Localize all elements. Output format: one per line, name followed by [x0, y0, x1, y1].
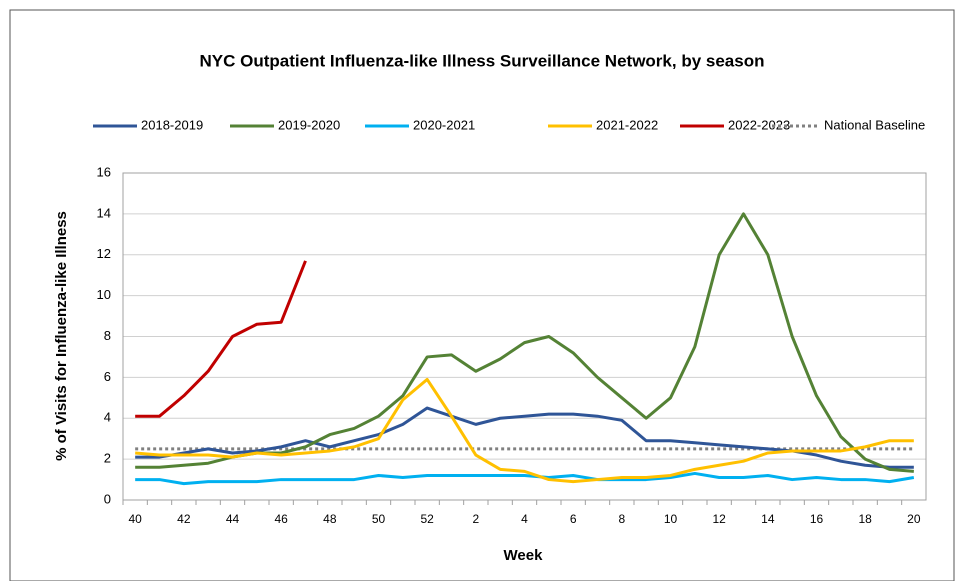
x-tick-label: 10 — [664, 512, 678, 526]
x-tick-label: 40 — [128, 512, 142, 526]
y-tick-label: 16 — [97, 164, 111, 179]
x-tick-label: 12 — [712, 512, 726, 526]
legend-label: 2018-2019 — [141, 117, 203, 132]
x-tick-label: 16 — [810, 512, 824, 526]
x-tick-label: 4 — [521, 512, 528, 526]
x-tick-label: 52 — [420, 512, 434, 526]
y-tick-label: 8 — [104, 328, 111, 343]
series-line — [135, 377, 914, 484]
y-tick-label: 6 — [104, 369, 111, 384]
y-tick-label: 2 — [104, 451, 111, 466]
y-tick-label: 12 — [97, 246, 111, 261]
x-tick-label: 42 — [177, 512, 191, 526]
x-tick-label: 6 — [570, 512, 577, 526]
series-line — [135, 471, 915, 486]
legend-label: 2020-2021 — [413, 117, 475, 132]
x-tick-label: 44 — [226, 512, 240, 526]
x-tick-label: 18 — [858, 512, 872, 526]
legend-label: 2021-2022 — [596, 117, 658, 132]
legend-label: 2019-2020 — [278, 117, 340, 132]
x-tick-label: 2 — [472, 512, 479, 526]
series-line — [135, 260, 307, 418]
y-tick-label: 0 — [104, 491, 111, 506]
x-axis-label: Week — [504, 547, 544, 564]
chart-title: NYC Outpatient Influenza-like Illness Su… — [200, 51, 765, 70]
legend-label: National Baseline — [824, 117, 925, 132]
x-tick-label: 46 — [274, 512, 288, 526]
x-tick-label: 8 — [618, 512, 625, 526]
plot-border — [122, 172, 927, 501]
x-tick-label: 50 — [372, 512, 386, 526]
x-tick-label: 48 — [323, 512, 337, 526]
y-tick-label: 10 — [97, 287, 111, 302]
legend-label: 2022-2023 — [728, 117, 790, 132]
x-tick-label: 20 — [907, 512, 921, 526]
y-tick-label: 4 — [104, 410, 111, 425]
y-tick-label: 14 — [97, 205, 111, 220]
y-axis-label: % of Visits for Influenza-like Illness — [53, 211, 70, 461]
x-tick-label: 14 — [761, 512, 775, 526]
